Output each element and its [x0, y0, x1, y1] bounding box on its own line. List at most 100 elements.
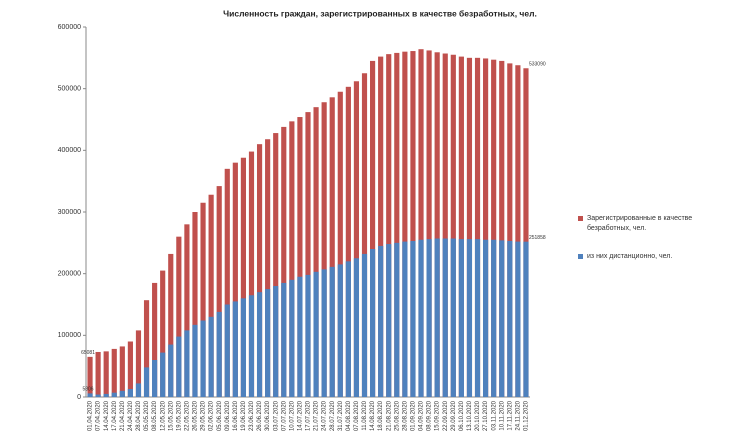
x-tick-label: 14.04.2020	[104, 400, 110, 431]
bar	[458, 56, 464, 397]
bar	[160, 270, 166, 397]
bar	[410, 240, 416, 397]
bar	[483, 239, 489, 397]
bar	[103, 351, 109, 397]
bar	[184, 224, 190, 397]
x-tick-label: 07.04.2020	[96, 400, 102, 431]
bar	[305, 274, 311, 397]
bar	[176, 236, 182, 397]
bar	[353, 81, 360, 398]
bar	[329, 266, 335, 397]
bar	[361, 253, 368, 397]
bar	[297, 117, 303, 398]
x-tick-label: 22.09.2020	[443, 400, 449, 431]
x-tick-label: 03.11.2020	[491, 400, 497, 430]
x-tick-label: 05.05.2020	[144, 400, 150, 431]
data-label: 65081	[81, 350, 95, 356]
x-tick-label: 25.08.2020	[394, 400, 400, 431]
bar	[523, 68, 529, 397]
bar	[224, 304, 230, 397]
legend: Зарегистрированные в качестве безработны…	[578, 214, 698, 280]
y-tick-label: 300000	[58, 209, 81, 216]
bar	[240, 298, 247, 397]
bar	[442, 53, 448, 398]
bar	[281, 282, 287, 397]
bar	[192, 212, 198, 397]
x-tick-label: 04.08.2020	[346, 400, 352, 431]
bar	[345, 86, 351, 398]
bar	[135, 330, 142, 397]
bar	[394, 52, 400, 398]
legend-swatch	[578, 254, 583, 259]
x-tick-label: 21.04.2020	[120, 400, 126, 431]
bar	[152, 282, 158, 397]
bar	[402, 51, 408, 398]
x-tick-label: 17.04.2020	[112, 400, 118, 431]
bar	[321, 102, 327, 397]
bar	[168, 253, 174, 397]
bar	[216, 186, 222, 397]
y-tick-label: 0	[77, 394, 81, 401]
x-tick-label: 31.07.2020	[338, 400, 344, 431]
bar	[426, 50, 432, 397]
bar	[450, 238, 456, 397]
bar	[499, 240, 505, 397]
x-tick-label: 10.11.2020	[499, 400, 505, 430]
x-tick-label: 15.05.2020	[168, 400, 174, 431]
x-tick-label: 23.06.2020	[249, 400, 255, 431]
data-label: 533090	[529, 62, 546, 68]
bar	[378, 56, 384, 397]
x-tick-label: 26.05.2020	[193, 400, 199, 431]
bar	[515, 241, 521, 397]
bar	[466, 57, 473, 397]
bar	[402, 241, 408, 397]
bar	[474, 239, 481, 397]
bar	[192, 324, 198, 397]
bar	[418, 49, 424, 397]
x-tick-label: 12.05.2020	[160, 400, 166, 431]
x-tick-label: 17.11.2020	[507, 400, 513, 430]
x-tick-label: 11.08.2020	[362, 400, 368, 430]
x-tick-label: 19.06.2020	[241, 400, 247, 431]
x-tick-label: 24.04.2020	[128, 400, 134, 431]
bar	[386, 54, 392, 398]
x-tick-label: 10.07.2020	[289, 400, 295, 431]
bar	[152, 360, 158, 397]
bar	[337, 264, 343, 397]
x-tick-label: 17.07.2020	[306, 400, 312, 431]
bar	[87, 393, 93, 397]
bar	[442, 238, 448, 397]
bar	[127, 388, 133, 397]
y-tick-label: 200000	[58, 271, 81, 278]
x-tick-label: 07.08.2020	[354, 400, 360, 431]
x-tick-label: 01.12.2020	[524, 400, 530, 431]
x-tick-label: 28.08.2020	[402, 400, 408, 431]
bar	[515, 65, 521, 397]
x-tick-label: 28.07.2020	[330, 400, 336, 431]
x-tick-label: 05.06.2020	[217, 400, 223, 431]
x-tick-label: 07.07.2020	[281, 400, 287, 431]
bar	[418, 239, 424, 397]
bar	[337, 91, 343, 397]
y-tick-label: 500000	[58, 86, 81, 93]
bar	[208, 316, 214, 397]
bar	[458, 239, 464, 397]
x-tick-label: 29.09.2020	[451, 400, 457, 431]
y-tick-label: 600000	[58, 24, 81, 31]
bar	[466, 239, 473, 397]
x-tick-label: 24.07.2020	[322, 400, 328, 431]
bar	[168, 344, 174, 397]
bar	[507, 63, 513, 398]
x-tick-label: 03.07.2020	[273, 400, 279, 431]
bar	[143, 367, 150, 397]
bar	[474, 57, 481, 397]
data-label: 251858	[529, 235, 546, 241]
bar	[329, 97, 335, 398]
bar	[361, 73, 368, 397]
bar	[95, 351, 101, 397]
bar	[119, 346, 125, 397]
bar	[426, 239, 432, 397]
bar	[273, 286, 279, 397]
